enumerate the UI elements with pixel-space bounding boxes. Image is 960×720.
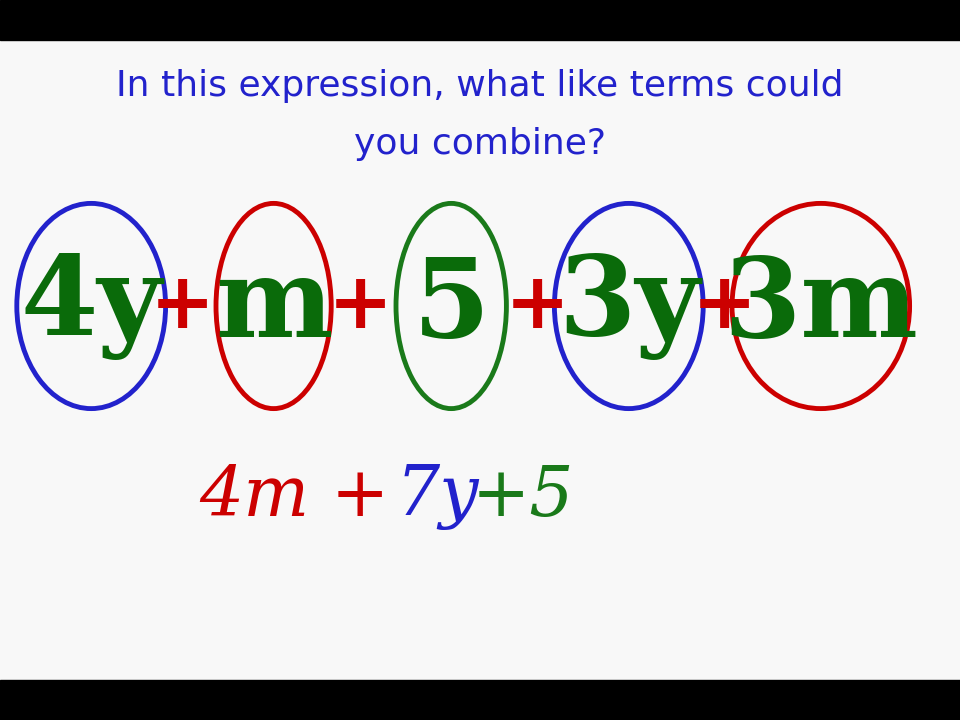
Text: +5: +5 <box>472 464 574 530</box>
Text: In this expression, what like terms could: In this expression, what like terms coul… <box>116 69 844 104</box>
Text: +: + <box>327 268 393 344</box>
Text: 7y: 7y <box>396 464 478 530</box>
Text: +: + <box>150 268 215 344</box>
Text: m: m <box>215 253 332 359</box>
Text: +: + <box>505 268 570 344</box>
Text: 4m: 4m <box>200 464 309 530</box>
Text: 4y: 4y <box>20 253 162 359</box>
Text: you combine?: you combine? <box>354 127 606 161</box>
Text: 5: 5 <box>413 253 490 359</box>
Text: +: + <box>692 268 757 344</box>
Text: +: + <box>331 464 389 530</box>
Text: 3m: 3m <box>724 253 918 359</box>
Text: 3y: 3y <box>558 253 700 359</box>
